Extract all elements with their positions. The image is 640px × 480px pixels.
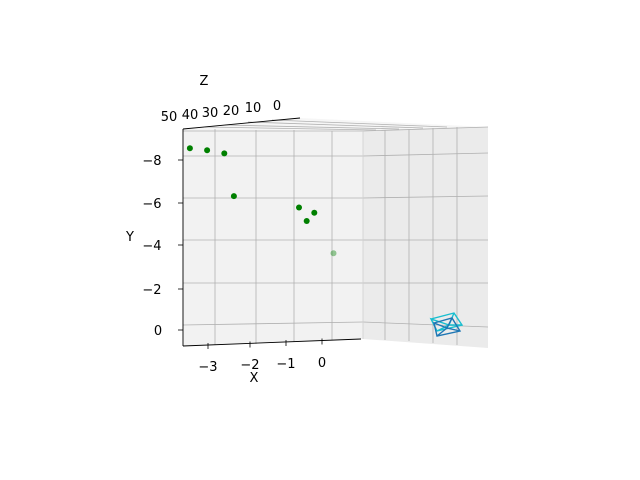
data-point-4 xyxy=(296,204,302,211)
z-tick-label: 20 xyxy=(223,104,240,119)
grid-line-right-2 xyxy=(362,195,489,199)
camera-wireframe-1 xyxy=(433,317,462,337)
grid-line-top-2 xyxy=(247,121,424,129)
y-tick-label: −6 xyxy=(142,197,161,212)
y-tick-label: 0 xyxy=(154,324,162,339)
left-pane xyxy=(183,129,363,346)
x-tick-label: −1 xyxy=(276,357,295,372)
data-point-6 xyxy=(303,218,310,224)
x-tick-label: −2 xyxy=(240,358,259,373)
grid-line-top-1 xyxy=(224,124,400,130)
grid-line-top-3 xyxy=(271,119,448,128)
y-tick-label: −8 xyxy=(142,154,161,169)
grid-line-left-5 xyxy=(182,321,364,326)
y-tick-label: −2 xyxy=(142,283,161,298)
z-axis-line xyxy=(182,117,301,130)
data-points xyxy=(186,145,337,257)
data-point-7 xyxy=(330,250,337,257)
z-tick-label: 0 xyxy=(273,99,281,114)
axes-3d: −3 −2 −1 0 0 −2 −4 −6 −8 50 40 30 20 10 0 X Y Z xyxy=(125,74,489,386)
z-tick-label: 40 xyxy=(182,108,199,123)
z-axis-title: Z xyxy=(200,74,209,89)
y-axis-title: Y xyxy=(125,230,134,245)
data-point-1 xyxy=(204,147,211,154)
grid-line-right-5 xyxy=(362,321,489,328)
right-pane xyxy=(363,127,488,348)
axis-lines xyxy=(182,117,364,347)
data-point-2 xyxy=(221,150,228,157)
x-axis-title: X xyxy=(250,371,259,386)
tick-labels: −3 −2 −1 0 0 −2 −4 −6 −8 50 40 30 20 10 0 xyxy=(142,99,326,375)
camera-wireframes xyxy=(429,312,464,337)
z-tick-label: 30 xyxy=(202,106,219,121)
grid-line-right-0 xyxy=(362,126,489,132)
grid-line-right-1 xyxy=(362,152,489,157)
x-axis-line xyxy=(182,338,362,347)
z-tick-label: 50 xyxy=(161,110,178,125)
x-tick-label: −3 xyxy=(198,360,217,375)
data-point-3 xyxy=(230,193,237,200)
x-tick-label: 0 xyxy=(318,356,326,371)
data-point-0 xyxy=(186,145,193,152)
z-tick-label: 10 xyxy=(245,101,262,116)
grid-lines xyxy=(182,119,489,345)
grid-line-top-0 xyxy=(204,126,377,131)
data-point-5 xyxy=(311,209,318,216)
y-tick-label: −4 xyxy=(142,239,161,254)
